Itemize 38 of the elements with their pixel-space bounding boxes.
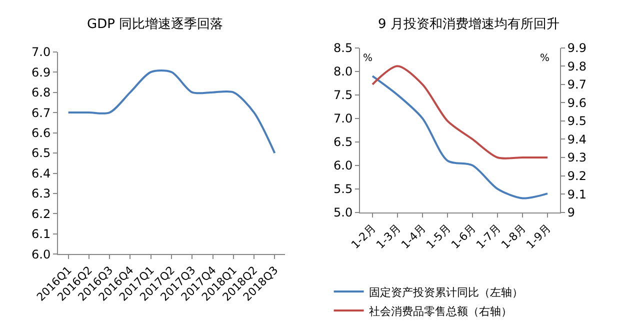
y-tick-label: 6.3 (32, 186, 51, 201)
y-tick-label: 7.5 (334, 88, 353, 102)
y2-tick-label: 9.2 (567, 168, 586, 183)
y-tick-label: 6.7 (32, 106, 51, 120)
y2-tick-label: 9.7 (567, 78, 586, 92)
y2-tick-label: 9.9 (567, 41, 586, 56)
y2-tick-label: 9.4 (567, 132, 586, 146)
y-tick-label: 5.0 (334, 206, 353, 220)
y-tick-label: 6.6 (32, 126, 51, 140)
y-tick-label: 6.9 (32, 65, 51, 80)
y-tick-label: 6.2 (32, 206, 51, 221)
x-tick-label: 1-9月 (524, 222, 554, 252)
y2-tick-label: 9.8 (567, 59, 586, 74)
y-axis-title: % (363, 53, 373, 64)
y-tick-label: 6.5 (32, 146, 51, 160)
y-tick-label: 6.5 (334, 135, 353, 150)
y2-tick-label: 9.1 (567, 187, 586, 202)
line-series (372, 65, 548, 160)
chart-title: GDP 同比增速逐季回落 (87, 17, 224, 32)
y2-axis-title: % (540, 53, 550, 64)
y2-tick-label: 9.6 (567, 96, 586, 110)
y-tick-label: 6.8 (32, 86, 51, 100)
y-tick-label: 8.5 (334, 41, 353, 56)
y-tick-label: 7.0 (334, 112, 353, 126)
y-tick-label: 5.5 (334, 182, 353, 196)
y2-tick-label: 9 (567, 206, 576, 220)
y-tick-label: 6.4 (32, 166, 51, 180)
y2-tick-label: 9.5 (567, 114, 586, 128)
line-series (372, 75, 548, 200)
y-tick-label: 7.0 (32, 45, 51, 60)
y-tick-label: 6.0 (32, 247, 51, 262)
y-tick-label: 6.0 (334, 158, 353, 173)
y2-tick-label: 9.3 (567, 150, 586, 165)
y-tick-label: 8.0 (334, 64, 353, 79)
chart-title: 9 月投资和消费增速均有所回升 (378, 17, 560, 32)
legend-label: 固定资产投资累计同比（左轴） (368, 286, 523, 299)
y-tick-label: 6.1 (32, 227, 51, 242)
legend-label: 社会消费品零售总额（右轴） (368, 304, 512, 318)
